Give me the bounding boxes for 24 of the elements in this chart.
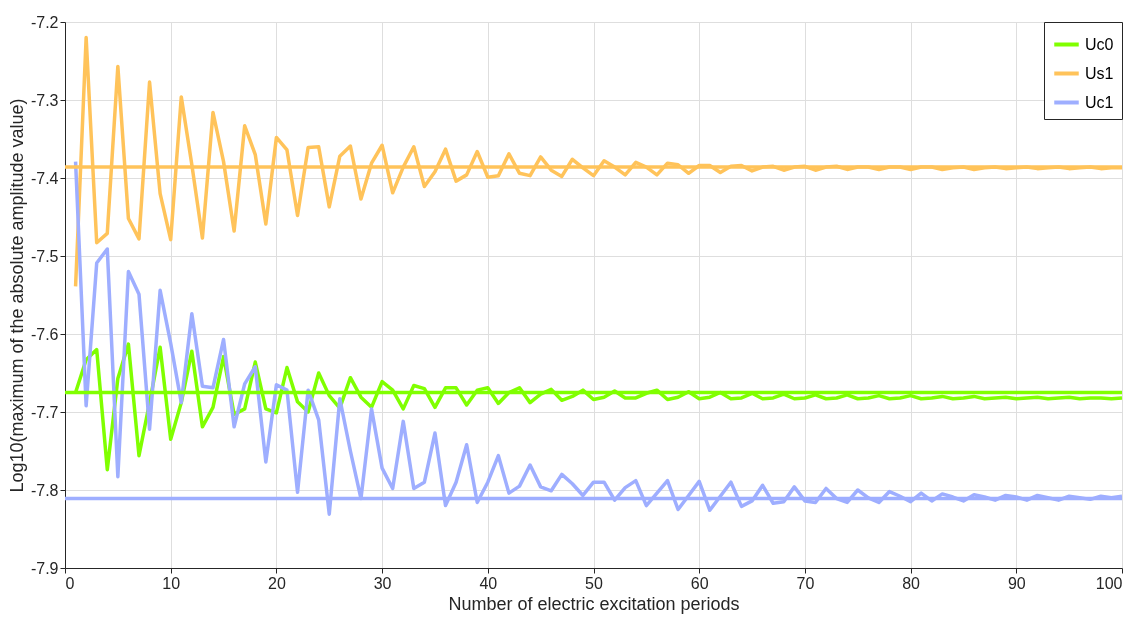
x-tick-label: 90 [1007,574,1026,592]
y-tick-label: -7.4 [30,169,59,187]
x-tick-label: 100 [1095,574,1123,592]
x-tick-label: 20 [268,574,286,592]
x-tick-label: 10 [162,574,181,592]
y-tick-label: -7.7 [30,403,59,421]
x-tick-label: 40 [479,574,498,592]
x-tick-label: 30 [373,574,392,592]
x-tick-label: 50 [585,574,603,592]
y-tick-label: -7.5 [30,247,59,265]
y-tick-label: -7.2 [30,13,59,31]
y-tick-label: -7.6 [30,325,59,343]
legend-label: Uc0 [1085,35,1114,53]
x-tick-label: 0 [65,574,75,592]
y-axis-title: Log10(maximum of the absolute amplitude value) [6,98,27,493]
y-tick-label: -7.9 [30,559,59,577]
legend-label: Uc1 [1085,93,1114,111]
y-tick-label: -7.8 [30,481,59,499]
x-tick-label: 70 [796,574,815,592]
y-tick-label: -7.3 [30,91,59,109]
x-tick-label: 60 [690,574,709,592]
x-axis-title: Number of electric excitation periods [448,593,740,614]
x-tick-label: 80 [902,574,921,592]
legend-label: Us1 [1085,64,1114,82]
